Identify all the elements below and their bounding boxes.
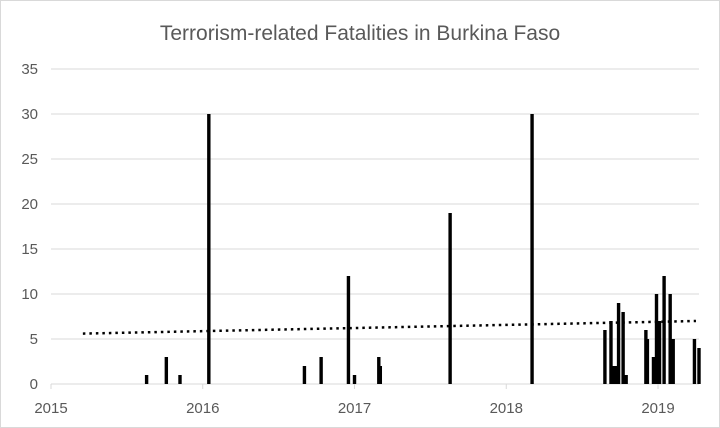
bar [671,339,675,384]
bar [609,321,613,384]
bar [448,213,452,384]
bar [613,366,618,384]
bar [346,276,351,384]
bar [530,114,534,384]
bar [616,303,621,384]
x-tick-label: 2016 [186,400,219,417]
bar [610,366,615,384]
bar [668,294,672,384]
bar [352,375,357,384]
y-tick-label: 10 [21,286,38,303]
grid-lines [50,68,699,389]
x-tick-label: 2018 [490,400,523,417]
y-tick-label: 0 [30,376,38,393]
bar [651,357,656,384]
bar [178,375,182,384]
bar-series [144,114,701,384]
chart-title: Terrorism-related Fatalities in Burkina … [160,22,560,45]
y-axis-tick-labels: 0 5 10 15 20 25 30 35 [21,61,38,393]
bar [697,348,701,384]
y-tick-label: 25 [21,151,38,168]
trendline-layer [82,319,696,335]
x-axis-tick-labels: 2015 2016 2017 2018 2019 [34,400,674,417]
bar [645,339,650,384]
trendline [82,319,696,335]
y-tick-label: 30 [21,106,38,123]
x-tick-label: 2019 [641,400,674,417]
bar [319,357,323,384]
x-tick-label: 2017 [338,400,371,417]
bar [164,357,169,384]
y-tick-label: 35 [21,61,38,78]
y-tick-label: 20 [21,196,38,213]
bar [378,366,383,384]
bar [657,321,662,384]
bar [662,276,666,384]
bar [207,114,211,384]
bar [302,366,307,384]
y-tick-label: 15 [21,241,38,258]
y-tick-label: 5 [30,331,38,348]
bar [603,330,607,384]
bar [144,375,149,384]
bar [654,294,659,384]
bar [621,312,625,384]
x-tick-label: 2015 [34,400,67,417]
bar [624,375,628,384]
bar [692,339,697,384]
